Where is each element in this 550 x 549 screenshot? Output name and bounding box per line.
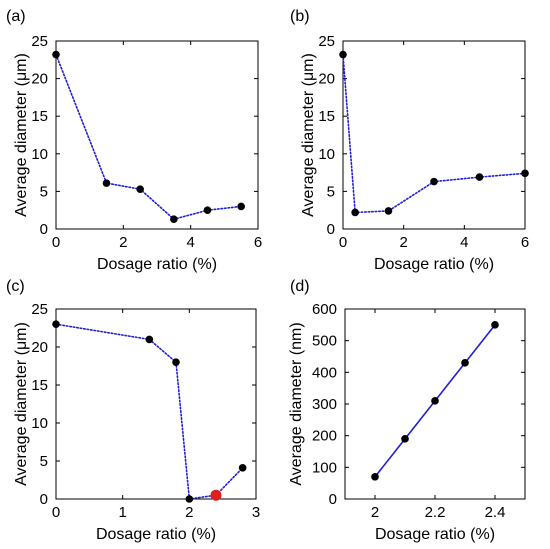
y-tick-label: 5 <box>40 183 48 200</box>
highlight-point <box>210 489 222 501</box>
y-tick-label: 0 <box>329 491 337 508</box>
y-tick-label: 20 <box>31 71 48 88</box>
plot-frame <box>55 40 259 230</box>
data-point <box>339 50 347 59</box>
data-point <box>384 207 393 215</box>
plot-frame <box>55 308 257 500</box>
x-tick-label: 0 <box>52 234 60 251</box>
x-tick-label: 2.4 <box>485 504 506 521</box>
series-line <box>342 53 526 214</box>
series-line <box>55 53 242 221</box>
data-point <box>351 208 359 217</box>
data-point <box>430 177 438 186</box>
y-tick-label: 5 <box>327 183 335 200</box>
x-tick-label: 4 <box>186 234 194 251</box>
data-point <box>145 335 154 344</box>
x-tick-label: 2 <box>185 504 193 521</box>
series-line <box>55 323 244 500</box>
panel-1: (a) 0 2 4 6 0 5 10 15 20 25 Dosage ratio (%) Average… <box>6 8 262 273</box>
y-tick-label: 25 <box>31 33 48 50</box>
x-axis-label: Dosage ratio (%) <box>96 526 216 543</box>
y-tick-label: 200 <box>312 428 337 445</box>
x-tick-label: 3 <box>252 504 260 521</box>
x-axis-label: Dosage ratio (%) <box>97 256 217 273</box>
y-tick-label: 15 <box>31 108 48 125</box>
x-axis-label: Dosage ratio (%) <box>374 256 494 273</box>
x-tick-label: 2 <box>399 234 407 251</box>
x-tick-label: 4 <box>460 234 468 251</box>
data-point <box>237 202 245 211</box>
y-tick-label: 10 <box>31 146 48 163</box>
x-tick-label: 2.2 <box>425 504 446 521</box>
data-point <box>185 495 194 503</box>
y-tick-label: 0 <box>40 221 48 238</box>
x-axis-label: Dosage ratio (%) <box>375 526 495 543</box>
x-tick-label: 0 <box>339 234 347 251</box>
data-point <box>431 397 439 405</box>
data-point <box>52 50 60 59</box>
panel-label: (d) <box>290 278 310 295</box>
y-tick-label: 20 <box>318 71 335 88</box>
x-tick-label: 6 <box>521 234 529 251</box>
y-tick-label: 25 <box>318 33 335 50</box>
y-axis-label: Average diameter (nm) <box>288 322 305 485</box>
data-point <box>371 473 379 481</box>
data-point <box>475 173 484 181</box>
panel-2: (b) 0 2 4 6 0 5 10 15 20 25 Dosage ratio (%) Average… <box>290 8 529 273</box>
data-point <box>52 320 60 329</box>
data-point <box>136 185 144 193</box>
y-tick-label: 300 <box>312 396 337 413</box>
y-tick-label: 5 <box>40 453 48 470</box>
data-point <box>172 358 180 367</box>
x-tick-label: 1 <box>118 504 126 521</box>
panel-label: (c) <box>6 278 25 295</box>
x-tick-label: 2 <box>371 504 379 521</box>
panel-label: (b) <box>290 8 310 25</box>
x-tick-label: 0 <box>52 504 60 521</box>
data-point <box>521 169 529 178</box>
data-point <box>491 321 499 329</box>
y-tick-label: 10 <box>31 415 48 432</box>
y-axis-label: Average diameter (μm) <box>300 53 317 217</box>
y-tick-label: 0 <box>40 491 48 508</box>
y-tick-label: 600 <box>312 301 337 318</box>
y-axis-label: Average diameter (μm) <box>13 322 30 486</box>
panel-4: (d) 2 2.2 2.4 0 100 200 300 400 500 600 Dosage rati… <box>288 278 526 543</box>
data-point <box>461 359 469 367</box>
data-point <box>170 215 178 224</box>
plot-frame <box>342 40 526 230</box>
data-point <box>401 435 409 443</box>
y-tick-label: 20 <box>31 339 48 356</box>
y-tick-label: 0 <box>327 221 335 238</box>
y-tick-label: 25 <box>31 301 48 318</box>
y-axis-label: Average diameter (μm) <box>13 53 30 217</box>
y-tick-label: 400 <box>312 364 337 381</box>
data-point <box>203 206 212 214</box>
data-point <box>238 464 247 472</box>
panel-label: (a) <box>6 8 26 25</box>
x-tick-label: 2 <box>119 234 127 251</box>
y-tick-label: 10 <box>318 146 335 163</box>
y-tick-label: 15 <box>31 377 48 394</box>
y-tick-label: 500 <box>312 333 337 350</box>
y-tick-label: 100 <box>312 459 337 476</box>
y-tick-label: 15 <box>318 108 335 125</box>
panel-3: (c) 0 1 2 3 0 5 10 15 20 25 Dosage ratio (%) Average… <box>6 278 260 543</box>
data-point <box>102 179 111 187</box>
x-tick-label: 6 <box>254 234 262 251</box>
